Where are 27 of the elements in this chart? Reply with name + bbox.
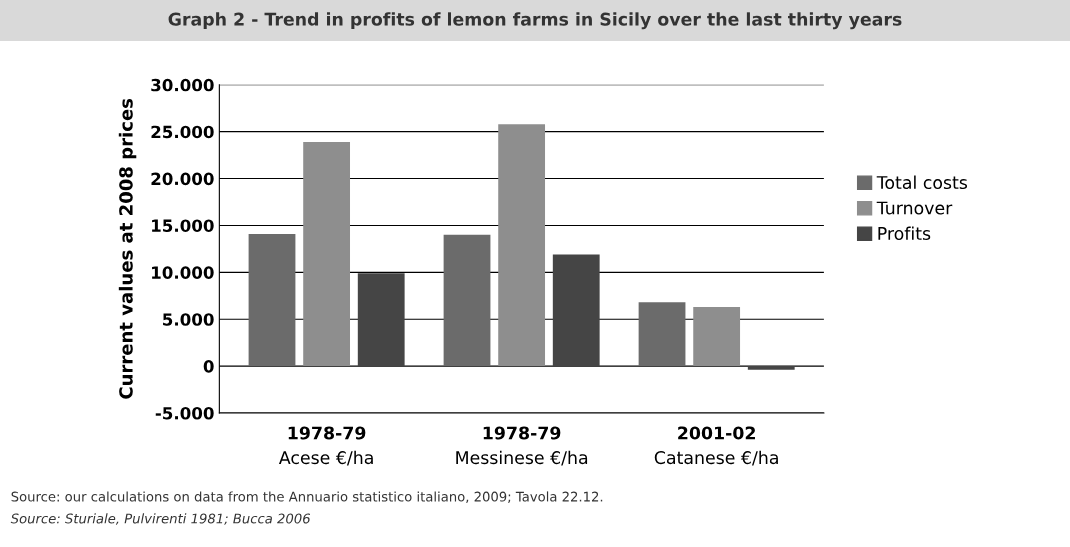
x-tick-label: 2001-02 Catanese €/ha <box>654 426 778 466</box>
bar <box>552 254 600 367</box>
bar <box>357 273 405 367</box>
legend-label: Profits <box>878 226 931 241</box>
bar <box>638 302 686 367</box>
bar <box>747 366 795 370</box>
bar <box>443 234 491 367</box>
legend-label: Total costs <box>876 175 968 190</box>
y-tick-label: -5.000 <box>155 406 214 420</box>
bar <box>303 141 351 367</box>
chart-title: Graph 2 - Trend in profits of lemon farms in Sicily over the last thirty years <box>168 12 902 30</box>
y-tick-label: 15.000 <box>152 219 214 233</box>
y-tick-label: 10.000 <box>152 266 214 279</box>
source-note: Source: Sturiale, Pulvirenti 1981; Bucca 2006 <box>10 513 311 525</box>
y-tick-label: 20.000 <box>151 172 214 186</box>
x-tick-label: 1978-79 Acese €/ha <box>278 426 373 466</box>
bar <box>693 307 741 367</box>
y-tick-label: 25.000 <box>151 125 214 139</box>
x-tick-label: 1978-79 Messinese €/ha <box>456 426 588 466</box>
bar <box>498 124 546 367</box>
y-tick-label: 5.000 <box>163 313 214 326</box>
legend-label: Turnover <box>876 201 953 215</box>
bar <box>248 233 296 367</box>
y-tick-label: 0 <box>203 360 214 373</box>
source-note: Source: our calculations on data from the Annuario statistico italiano, 2009; Tavola 22.12. <box>11 491 603 503</box>
y-tick-label: 30.000 <box>151 78 214 92</box>
y-axis-title: Current values at 2008 prices <box>118 98 137 399</box>
